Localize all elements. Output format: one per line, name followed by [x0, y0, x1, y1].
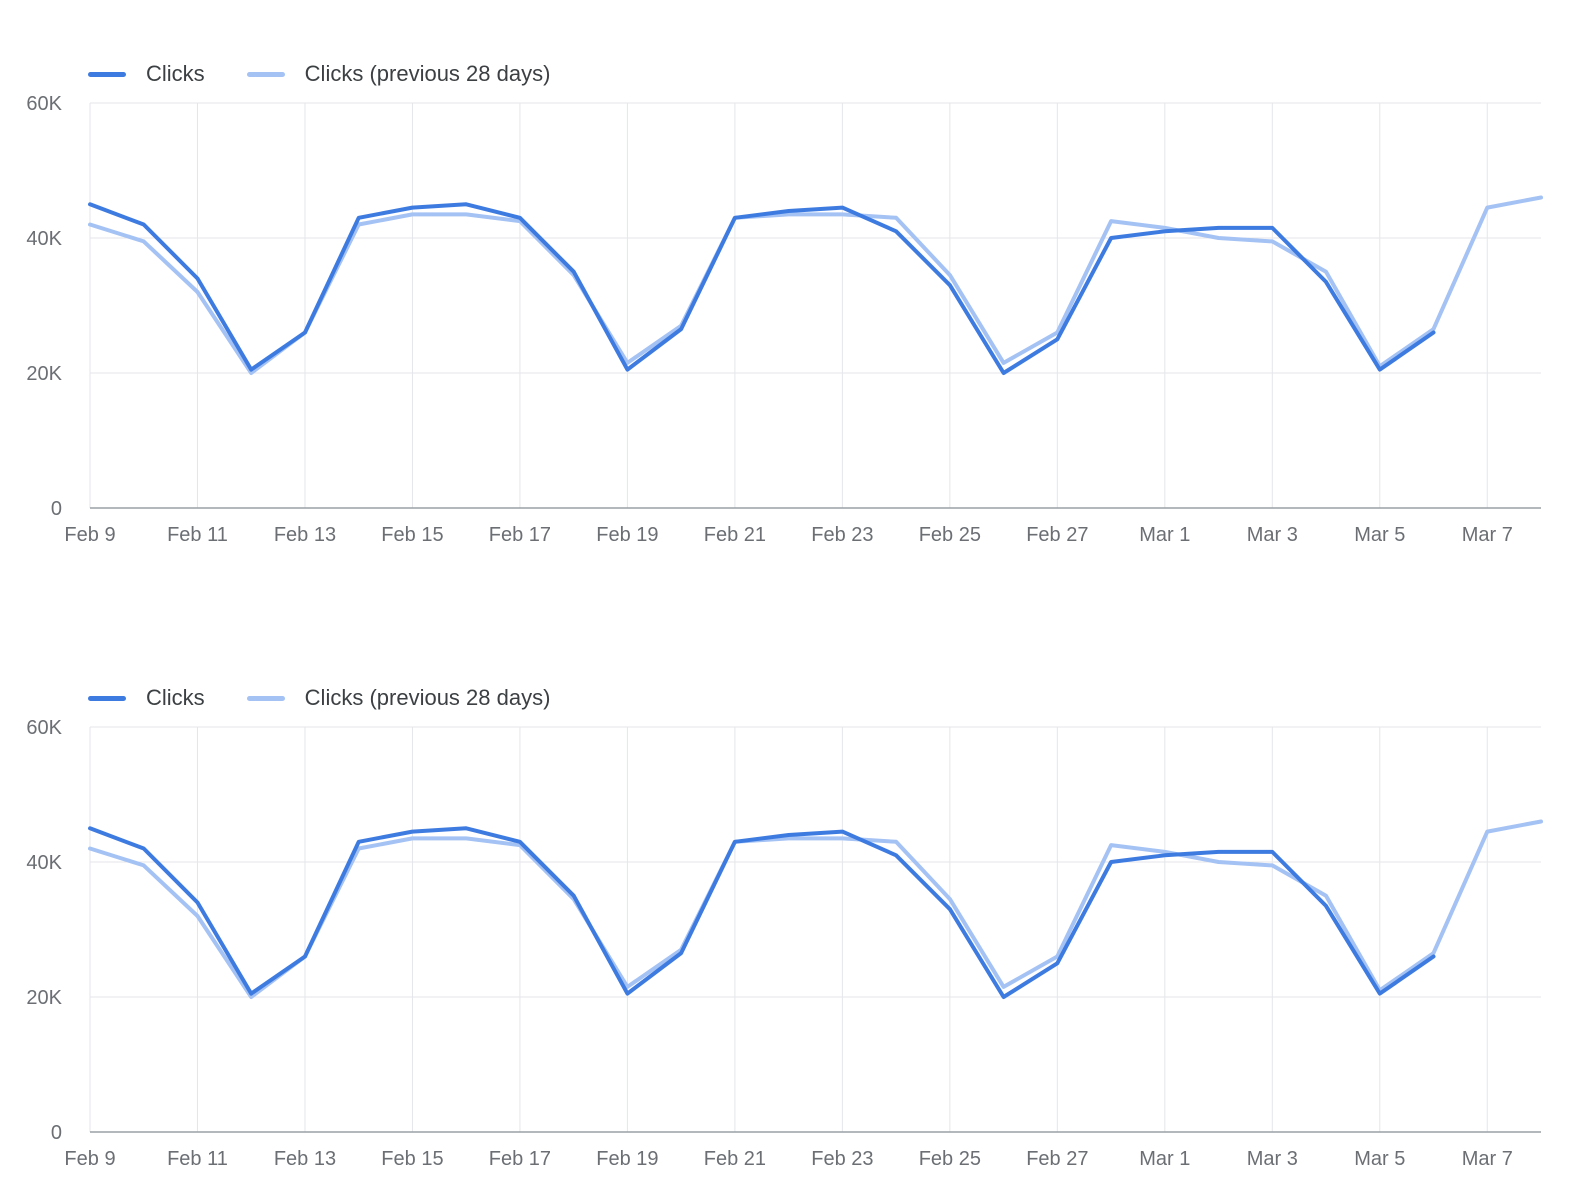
x-tick-label: Feb 27: [1026, 524, 1088, 546]
legend-swatch-clicks-previous: [246, 695, 285, 701]
x-tick-label: Feb 15: [381, 1148, 443, 1170]
x-tick-label: Mar 1: [1139, 524, 1190, 546]
chart-canvas[interactable]: Feb 9 Feb 11 Feb 13 Feb 15 Feb 17 Feb 19 Feb 2…: [0, 96, 1572, 566]
x-tick-label: Feb 19: [596, 524, 658, 546]
y-tick-label: 60K: [26, 720, 62, 739]
legend-item-clicks: Clicks: [88, 685, 205, 711]
x-tick-label: Mar 7: [1462, 524, 1513, 546]
y-tick-label: 0: [51, 1122, 62, 1144]
legend-swatch-clicks-previous: [246, 71, 285, 77]
legend-item-clicks-previous: Clicks (previous 28 days): [246, 61, 551, 87]
x-tick-label: Feb 9: [64, 524, 115, 546]
x-tick-label: Mar 7: [1462, 1148, 1513, 1170]
x-tick-label: Feb 11: [167, 1148, 228, 1170]
legend-item-clicks: Clicks: [88, 61, 205, 87]
legend-label-clicks: Clicks: [146, 685, 205, 710]
x-tick-label: Feb 11: [167, 524, 228, 546]
y-tick-label: 20K: [26, 987, 62, 1009]
x-tick-label: Mar 3: [1247, 524, 1298, 546]
chart-legend: Clicks Clicks (previous 28 days): [0, 676, 1572, 720]
chart-legend: Clicks Clicks (previous 28 days): [0, 52, 1572, 96]
clicks-chart-top: Clicks Clicks (previous 28 days) Feb 9 Fe…: [0, 52, 1572, 566]
x-tick-label: Mar 5: [1354, 524, 1405, 546]
x-tick-label: Feb 23: [811, 1148, 873, 1170]
x-tick-label: Feb 25: [919, 1148, 981, 1170]
legend-label-clicks-previous: Clicks (previous 28 days): [304, 685, 551, 710]
x-tick-label: Feb 15: [381, 524, 443, 546]
legend-swatch-clicks: [88, 695, 126, 701]
x-tick-label: Mar 3: [1247, 1148, 1298, 1170]
legend-item-clicks-previous: Clicks (previous 28 days): [246, 685, 551, 711]
x-tick-label: Feb 21: [704, 1148, 766, 1170]
x-tick-label: Feb 9: [64, 1148, 115, 1170]
y-tick-label: 40K: [26, 228, 62, 250]
series-line-clicks-previous: [88, 819, 1543, 999]
x-tick-label: Feb 17: [489, 524, 551, 546]
series-line-clicks-previous: [88, 195, 1543, 375]
y-tick-label: 60K: [26, 96, 62, 115]
clicks-chart-bottom: Clicks Clicks (previous 28 days) Feb 9 Fe…: [0, 676, 1572, 1190]
x-tick-label: Feb 19: [596, 1148, 658, 1170]
y-tick-label: 0: [51, 498, 62, 520]
series-line-clicks: [88, 202, 1436, 375]
legend-swatch-clicks: [88, 71, 126, 77]
x-tick-label: Mar 1: [1139, 1148, 1190, 1170]
x-tick-label: Feb 13: [274, 1148, 336, 1170]
chart-canvas[interactable]: Feb 9 Feb 11 Feb 13 Feb 15 Feb 17 Feb 19 Feb 2…: [0, 720, 1572, 1190]
legend-label-clicks-previous: Clicks (previous 28 days): [304, 61, 551, 86]
series-line-clicks: [88, 826, 1436, 999]
x-tick-label: Feb 17: [489, 1148, 551, 1170]
x-tick-label: Mar 5: [1354, 1148, 1405, 1170]
x-tick-label: Feb 13: [274, 524, 336, 546]
x-tick-label: Feb 23: [811, 524, 873, 546]
legend-label-clicks: Clicks: [146, 61, 205, 86]
x-tick-label: Feb 27: [1026, 1148, 1088, 1170]
y-tick-label: 20K: [26, 363, 62, 385]
x-tick-label: Feb 25: [919, 524, 981, 546]
x-tick-label: Feb 21: [704, 524, 766, 546]
y-tick-label: 40K: [26, 852, 62, 874]
